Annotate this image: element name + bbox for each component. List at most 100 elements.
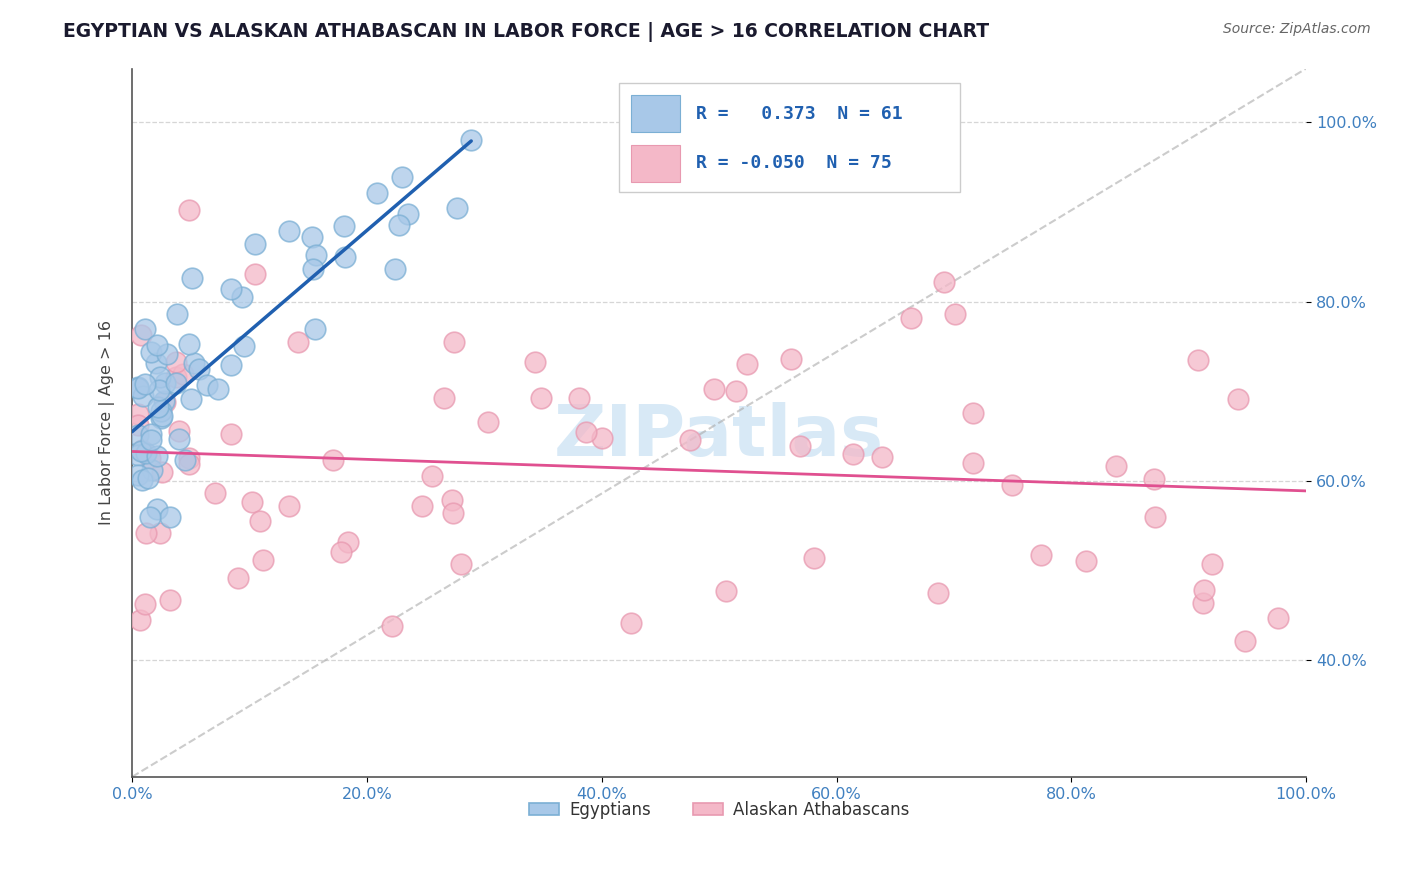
Point [149,411,172,425]
Point [159,593,181,607]
Point [1187,353,1209,368]
Point [243,267,266,281]
Point [842,447,865,461]
Point [232,339,254,353]
Point [1029,548,1052,562]
Point [245,236,267,251]
Point [177,336,200,351]
Point [301,230,323,244]
Point [166,307,188,321]
Point [136,471,159,485]
Point [337,535,360,549]
Point [962,457,984,471]
Point [127,418,149,433]
Point [381,618,404,632]
Point [716,583,738,598]
Point [134,597,156,611]
Point [187,361,209,376]
Point [962,406,984,420]
Point [141,426,163,441]
Point [530,391,553,405]
Text: R =   0.373  N = 61: R = 0.373 N = 61 [696,105,903,123]
Point [278,499,301,513]
Point [183,356,205,370]
Point [129,328,152,343]
Point [145,356,167,370]
Point [1201,557,1223,571]
Point [146,450,169,464]
Point [1074,554,1097,568]
Point [934,276,956,290]
Point [1143,510,1166,524]
Point [172,367,194,381]
Point [145,501,167,516]
Point [1105,458,1128,473]
Point [724,384,747,398]
Point [870,450,893,465]
Point [1191,596,1213,610]
Point [396,206,419,220]
Point [366,186,388,201]
Point [204,485,226,500]
Point [139,509,162,524]
Point [149,404,172,418]
Point [127,449,149,463]
Point [127,427,149,442]
Point [135,526,157,541]
Point [388,218,411,232]
Point [156,347,179,361]
Point [803,550,825,565]
Point [735,357,758,371]
Point [1143,472,1166,486]
Point [333,250,356,264]
Point [679,433,702,447]
Point [524,355,547,369]
Point [443,334,465,349]
Text: EGYPTIAN VS ALASKAN ATHABASCAN IN LABOR FORCE | AGE > 16 CORRELATION CHART: EGYPTIAN VS ALASKAN ATHABASCAN IN LABOR … [63,22,990,42]
Point [132,389,155,403]
Point [231,290,253,304]
FancyBboxPatch shape [631,145,681,182]
Point [219,358,242,372]
Point [159,509,181,524]
Point [139,451,162,466]
Point [333,219,356,233]
Point [207,382,229,396]
Point [322,453,344,467]
Point [139,345,162,359]
Point [148,384,170,398]
Point [179,451,201,466]
Point [149,370,172,384]
Point [943,307,966,321]
Point [165,376,187,390]
Point [304,322,326,336]
Point [441,506,464,520]
Point [305,247,328,261]
Point [146,400,169,414]
FancyBboxPatch shape [619,83,960,193]
Point [127,380,149,394]
Point [450,557,472,571]
Point [591,431,613,445]
Point [141,463,163,477]
Point [134,322,156,336]
Point [146,337,169,351]
Point [139,433,162,447]
Point [219,281,242,295]
Point [440,492,463,507]
Point [134,376,156,391]
Point [1192,582,1215,597]
Point [927,586,949,600]
Point [173,453,195,467]
Point [620,615,643,630]
Point [219,426,242,441]
Point [1233,634,1256,648]
Point [1267,611,1289,625]
Point [149,525,172,540]
Text: ZIPatlas: ZIPatlas [554,402,884,471]
Point [568,392,591,406]
Point [779,352,801,367]
Point [177,457,200,471]
Point [155,394,177,409]
Point [167,432,190,446]
